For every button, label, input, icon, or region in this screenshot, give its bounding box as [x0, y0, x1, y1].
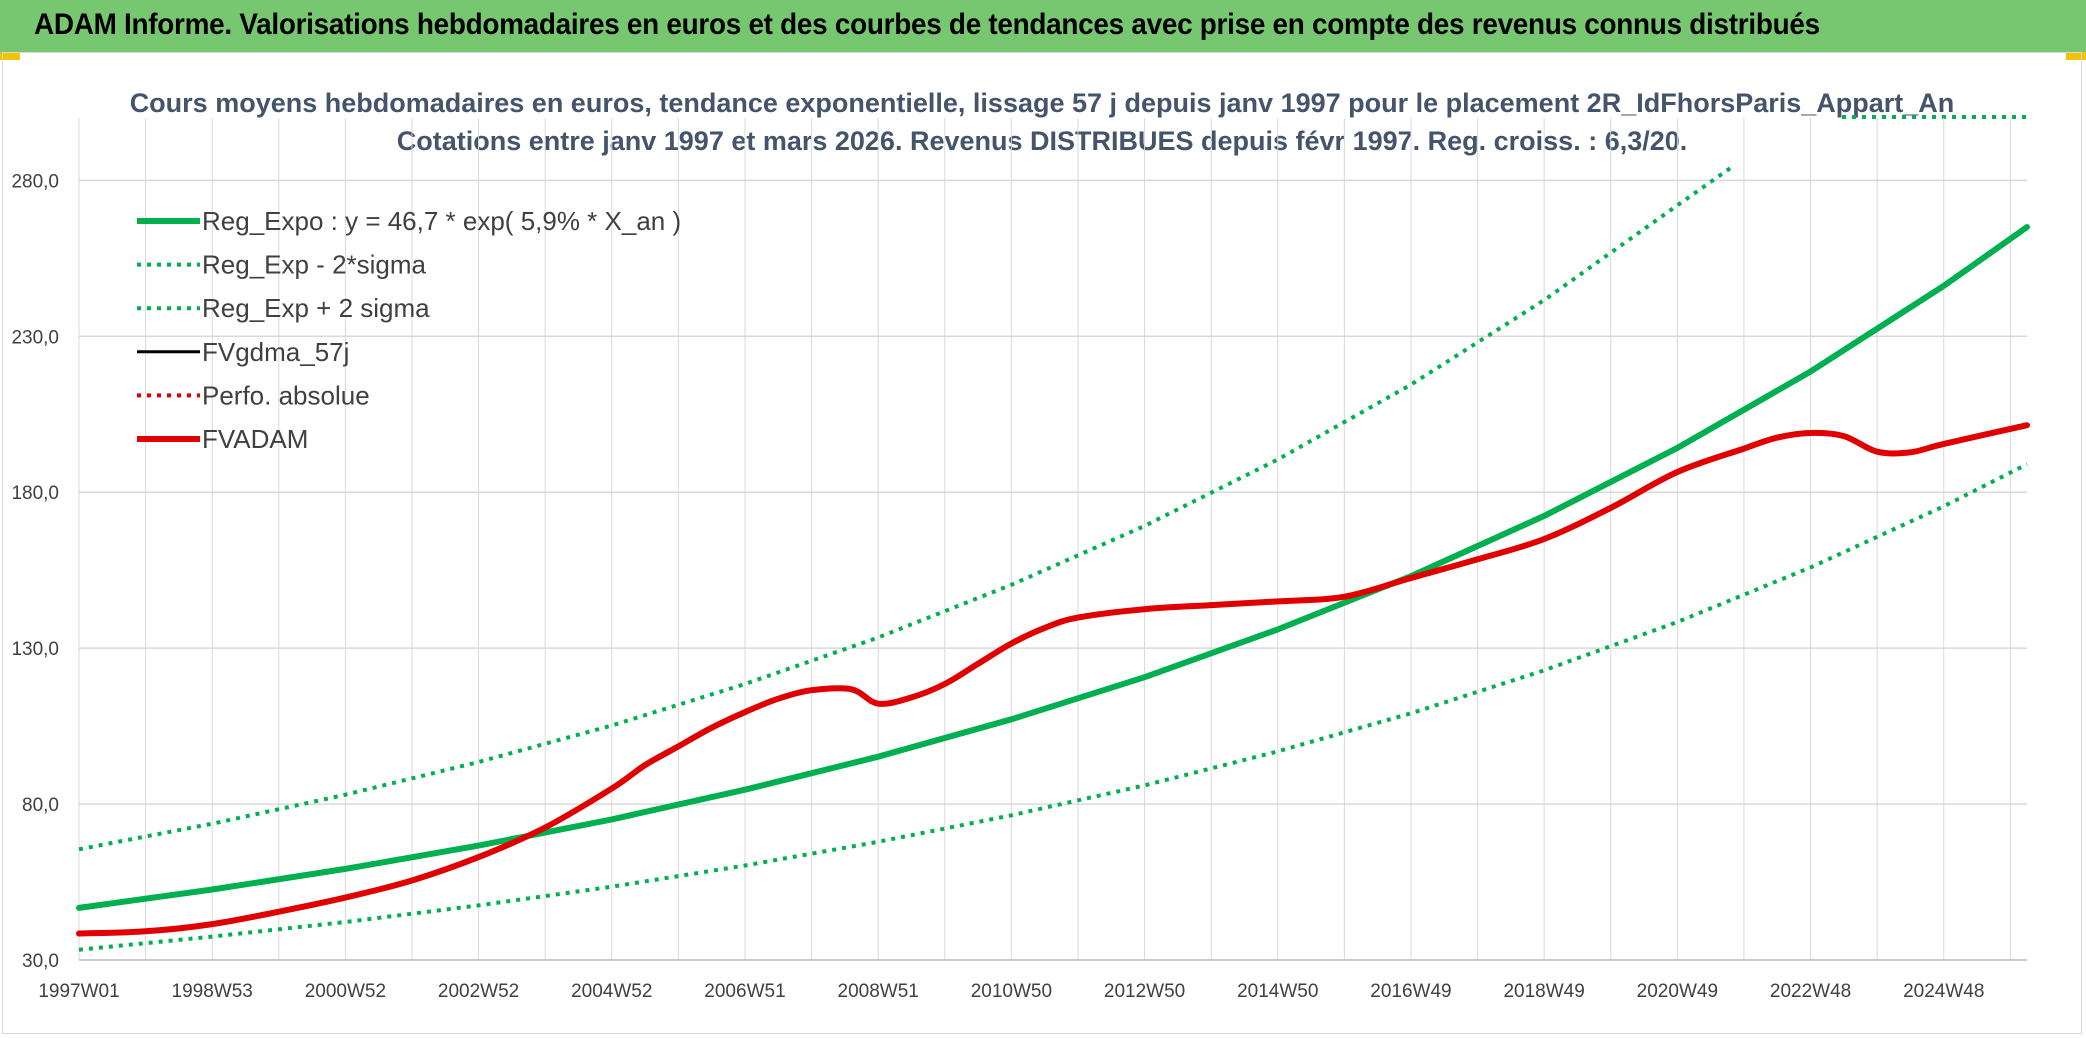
x-tick-label: 2004W52 [571, 981, 652, 1002]
legend-label: Reg_Expo : y = 46,7 * exp( 5,9% * X_an ) [202, 206, 681, 236]
y-tick-label: 230,0 [11, 327, 59, 348]
legend-label: Perfo. absolue [202, 380, 370, 410]
x-tick-label: 2000W52 [305, 981, 386, 1002]
legend-label: FVADAM [202, 424, 308, 454]
x-tick-label: 2008W51 [838, 981, 919, 1002]
series-line-1 [78, 462, 2028, 952]
y-tick-label: 280,0 [11, 171, 59, 192]
x-tick-label: 2012W50 [1104, 981, 1185, 1002]
y-axis: 30,0 80,0 130,0 180,0 230,0 280,0 [11, 171, 59, 972]
series-layer [76, 166, 2030, 952]
series-line-5 [76, 422, 2030, 937]
series-line-0 [76, 224, 2030, 911]
x-tick-label: 1998W53 [172, 981, 253, 1002]
chart-title: Cours moyens hebdomadaires en euros, ten… [130, 88, 1955, 118]
y-tick-label: 80,0 [22, 795, 59, 816]
grid [78, 118, 2027, 961]
y-tick-label: 180,0 [11, 483, 59, 504]
report-title: ADAM Informe. Valorisations hebdomadaire… [34, 8, 1820, 41]
legend-label: Reg_Exp + 2 sigma [202, 293, 430, 323]
x-tick-label: 2022W48 [1770, 981, 1851, 1002]
legend: Reg_Expo : y = 46,7 * exp( 5,9% * X_an )… [137, 206, 681, 454]
y-tick-label: 130,0 [11, 639, 59, 660]
corner-accent-right [2066, 52, 2086, 60]
x-tick-label: 1997W01 [38, 981, 119, 1002]
x-tick-label: 2010W50 [971, 981, 1052, 1002]
chart-subtitle: Cotations entre janv 1997 et mars 2026. … [397, 126, 1688, 156]
x-tick-label: 2020W49 [1637, 981, 1718, 1002]
x-tick-label: 2018W49 [1503, 981, 1584, 1002]
x-tick-label: 2024W48 [1903, 981, 1984, 1002]
x-tick-label: 2002W52 [438, 981, 519, 1002]
report-banner: ADAM Informe. Valorisations hebdomadaire… [0, 0, 2086, 52]
legend-label: Reg_Exp - 2*sigma [202, 250, 427, 280]
x-tick-label: 2016W49 [1370, 981, 1451, 1002]
x-tick-label: 2006W51 [704, 981, 785, 1002]
x-tick-label: 2014W50 [1237, 981, 1318, 1002]
corner-accent-left [0, 52, 20, 60]
legend-label: FVgdma_57j [202, 337, 349, 367]
chart-frame [2, 52, 2082, 1034]
y-tick-label: 30,0 [22, 951, 59, 972]
x-axis: 1997W01 1998W53 2000W52 2002W52 2004W52 2006W… [38, 959, 2027, 1002]
